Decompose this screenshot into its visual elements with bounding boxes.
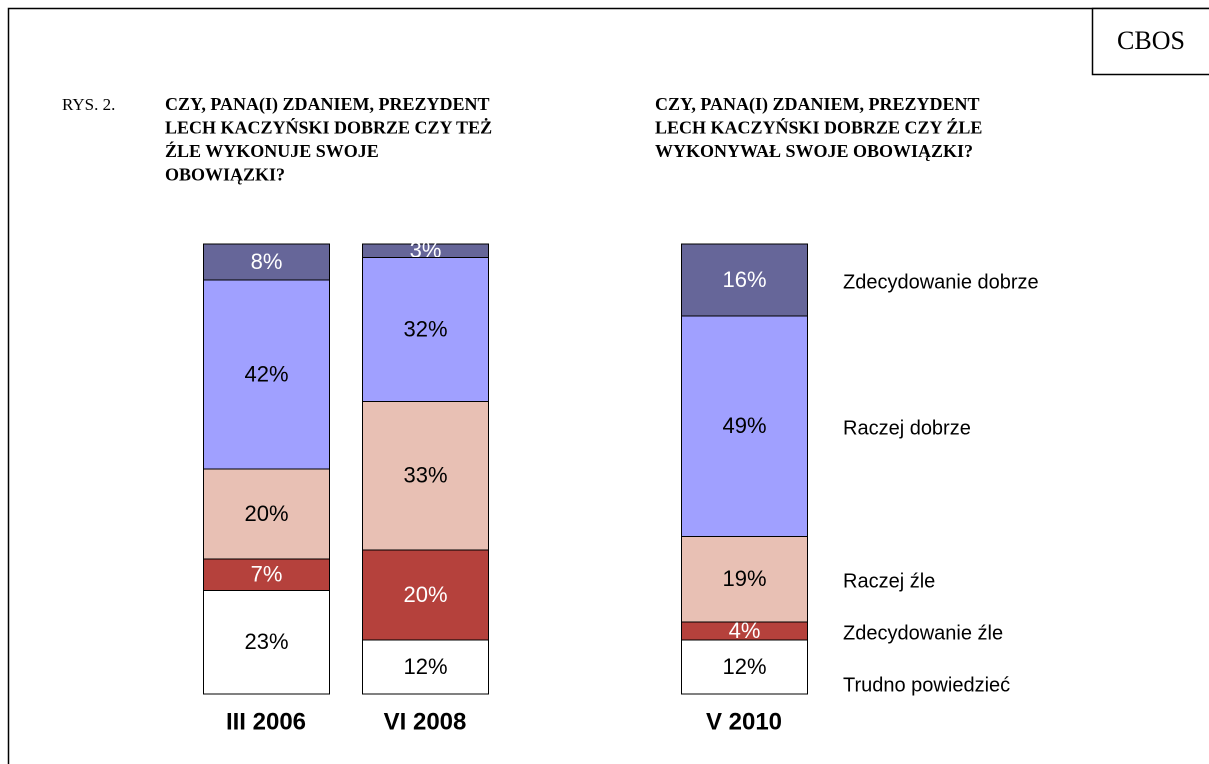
chart-title: CZY, PANA(I) ZDANIEM, PREZYDENT <box>655 94 980 115</box>
bar-segment <box>681 536 808 623</box>
legend-label: Raczej dobrze <box>843 418 971 440</box>
x-tick-label: III 2006 <box>226 708 306 735</box>
value-label: 7% <box>251 562 283 587</box>
value-label: 49% <box>722 413 766 438</box>
bar-segment <box>362 401 489 551</box>
source: CBOS <box>1117 26 1185 55</box>
value-label: 16% <box>722 267 766 292</box>
bar-segment <box>362 639 489 695</box>
bar-segment <box>362 257 489 402</box>
chart-title: WYKONYWAŁ SWOJE OBOWIĄZKI? <box>655 141 973 161</box>
value-label: 20% <box>403 582 447 607</box>
x-tick-label: VI 2008 <box>384 708 467 735</box>
value-label: 19% <box>722 566 766 591</box>
legend-label: Raczej źle <box>843 571 935 593</box>
value-label: 12% <box>403 654 447 679</box>
bar-segment <box>681 243 808 317</box>
bar-segment <box>681 639 808 695</box>
frame <box>7 7 1209 764</box>
chart-title: OBOWIĄZKI? <box>165 165 285 185</box>
legend-label: Trudno powiedzieć <box>843 674 1010 696</box>
value-label: 32% <box>403 316 447 341</box>
x-tick-label: V 2010 <box>706 708 782 735</box>
source-box <box>1091 7 1209 76</box>
chart-title: ŹLE WYKONUJE SWOJE <box>165 140 379 161</box>
legend-label: Zdecydowanie dobrze <box>843 271 1039 293</box>
figure-label: RYS. 2. <box>62 95 115 114</box>
bar-segment <box>362 549 489 641</box>
value-label: 33% <box>403 463 447 488</box>
value-label: 8% <box>251 249 283 274</box>
value-label: 42% <box>244 361 288 386</box>
legend-label: Zdecydowanie źle <box>843 622 1003 644</box>
bar-segment <box>203 279 330 470</box>
bar-segment <box>203 243 330 281</box>
bar-segment <box>681 315 808 537</box>
chart-title: LECH KACZYŃSKI DOBRZE CZY TEŻ <box>165 117 492 138</box>
value-label: 12% <box>722 654 766 679</box>
bar-segment <box>203 590 330 695</box>
chart-title: LECH KACZYŃSKI DOBRZE CZY ŹLE <box>655 117 982 138</box>
value-label: 20% <box>244 501 288 526</box>
value-label: 4% <box>729 618 761 643</box>
chart-title: CZY, PANA(I) ZDANIEM, PREZYDENT <box>165 94 490 115</box>
value-label: 23% <box>244 629 288 654</box>
